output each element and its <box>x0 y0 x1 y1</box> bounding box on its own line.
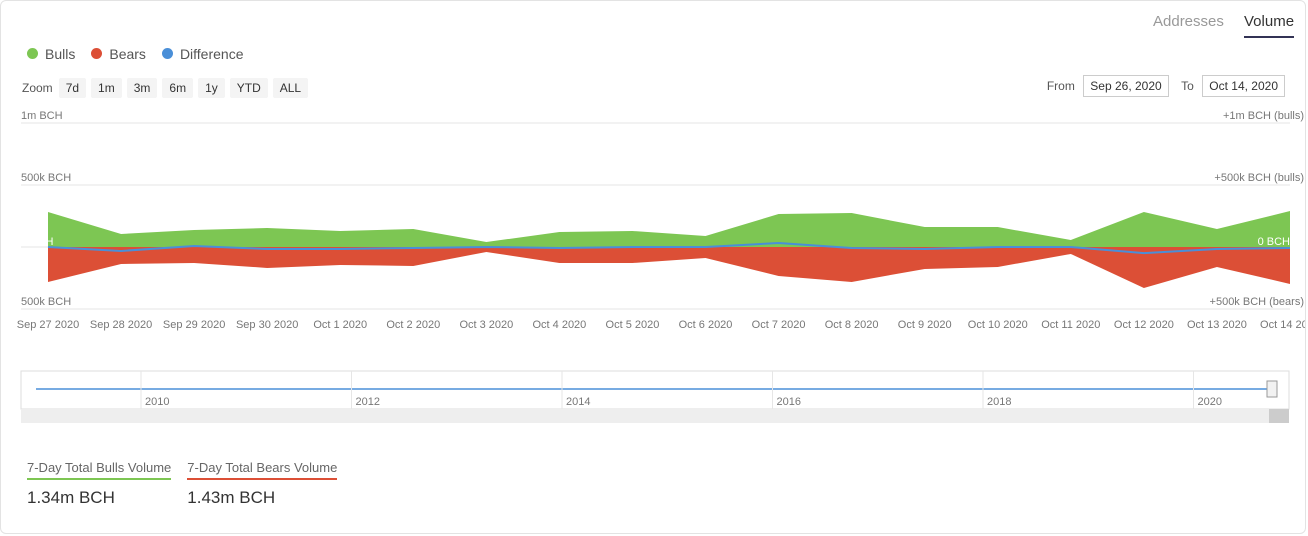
nav-handle[interactable] <box>1266 380 1278 398</box>
tab[interactable]: Addresses <box>1153 13 1224 30</box>
nav-year: 2012 <box>356 396 380 408</box>
to-input[interactable]: Oct 14, 2020 <box>1202 75 1285 97</box>
legend: Bulls Bears Difference <box>27 46 244 62</box>
x-tick-label: Oct 10 2020 <box>968 319 1028 331</box>
x-tick-label: Oct 11 2020 <box>1041 319 1100 331</box>
x-tick-label: Sep 30 2020 <box>236 319 298 331</box>
zoom-button[interactable]: 6m <box>162 78 194 98</box>
x-tick-label: Oct 7 2020 <box>752 319 806 331</box>
to-label: To <box>1181 79 1194 93</box>
x-tick-label: Oct 2 2020 <box>386 319 440 331</box>
y2-tick-label: +1m BCH (bulls) <box>1223 110 1304 122</box>
stats: 7-Day Total Bulls Volume 1.34m BCH 7-Day T… <box>27 460 338 508</box>
x-tick-label: Oct 3 2020 <box>459 319 513 331</box>
nav-year: 2020 <box>1198 396 1222 408</box>
legend-label: Difference <box>179 46 244 62</box>
from-label: From <box>1046 79 1075 93</box>
zoom-button[interactable]: YTD <box>229 78 268 98</box>
zoom: Zoom 7d 1m 3m 6m 1y YTD ALL <box>22 78 313 98</box>
bears-area <box>48 247 1290 289</box>
nav-year: 2018 <box>987 396 1011 408</box>
tab-active[interactable]: Volume <box>1244 13 1295 38</box>
x-tick-label: Oct 5 2020 <box>606 319 660 331</box>
stat: 7-Day Total Bulls Volume 1.34m BCH <box>27 460 172 508</box>
legend-label: Bears <box>109 46 146 62</box>
y-tick-label: 0 BCH <box>21 236 53 248</box>
x-tick-label: Oct 6 2020 <box>679 319 733 331</box>
scroll-thumb[interactable] <box>1269 409 1289 423</box>
zoom-button[interactable]: ALL <box>272 78 309 98</box>
x-tick-label: Oct 1 2020 <box>313 319 367 331</box>
nav-year: 2014 <box>566 396 590 408</box>
legend-dot <box>161 48 173 59</box>
nav-year: 2016 <box>777 396 801 408</box>
range: From Sep 26, 2020 To Oct 14, 2020 <box>1046 75 1285 97</box>
y2-tick-label: 0 BCH <box>1258 236 1290 248</box>
legend-dot <box>27 48 38 59</box>
zoom-button[interactable]: 7d <box>58 78 87 98</box>
x-tick-label: Oct 9 2020 <box>898 319 952 331</box>
scrollbar[interactable] <box>21 409 1289 423</box>
difference-line <box>47 242 1291 255</box>
chart: 1m BCH 500k BCH 0 BCH 500k BCH +1m BCH (bull… <box>17 110 1306 423</box>
y2-tick-label: +500k BCH (bulls) <box>1214 172 1304 184</box>
from-input[interactable]: Sep 26, 2020 <box>1083 75 1169 97</box>
zoom-label: Zoom <box>22 81 53 95</box>
x-tick-label: Oct 14 2020 <box>1260 319 1306 331</box>
y-tick-label: 500k BCH <box>21 296 71 308</box>
zoom-button[interactable]: 3m <box>126 78 158 98</box>
x-tick-label: Sep 28 2020 <box>90 319 152 331</box>
stat-value: 1.34m BCH <box>27 488 115 507</box>
bulls-area <box>48 211 1290 247</box>
stat-label: 7-Day Total Bears Volume <box>187 460 338 480</box>
stat-value: 1.43m BCH <box>187 488 276 507</box>
x-tick-label: Sep 27 2020 <box>17 319 79 331</box>
stat-label: 7-Day Total Bulls Volume <box>27 460 172 480</box>
y-tick-label: 500k BCH <box>21 172 71 184</box>
y-tick-label: 1m BCH <box>21 110 63 122</box>
x-tick-label: Oct 4 2020 <box>532 319 586 331</box>
nav-year: 2010 <box>145 396 169 408</box>
y2-tick-label: +500k BCH (bears) <box>1210 296 1304 308</box>
x-tick-label: Sep 29 2020 <box>163 319 225 331</box>
x-tick-label: Oct 8 2020 <box>825 319 879 331</box>
x-tick-label: Oct 12 2020 <box>1114 319 1174 331</box>
stat: 7-Day Total Bears Volume 1.43m BCH <box>187 460 338 508</box>
navigator <box>20 370 1290 410</box>
legend-label: Bulls <box>45 46 76 62</box>
x-tick-label: Oct 13 2020 <box>1187 319 1247 331</box>
zoom-button[interactable]: 1m <box>91 78 122 98</box>
zoom-button[interactable]: 1y <box>198 78 225 98</box>
legend-dot <box>91 48 103 59</box>
